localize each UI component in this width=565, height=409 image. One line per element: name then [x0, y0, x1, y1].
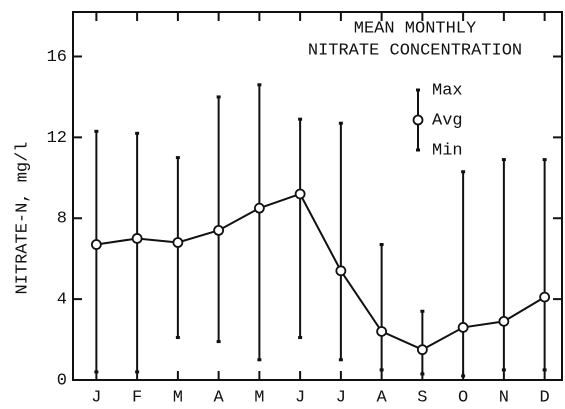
x-tick-label: F: [132, 388, 142, 407]
x-tick-label: S: [417, 388, 427, 407]
chart-title: MEAN MONTHLY: [354, 19, 476, 38]
plot-frame: [72, 11, 563, 381]
avg-point: [457, 322, 469, 333]
x-tick-label: O: [458, 388, 468, 407]
y-axis-label: NITRATE-N, mg/l: [13, 141, 32, 294]
x-tick-label: J: [336, 388, 346, 407]
x-tick-label: A: [377, 388, 388, 407]
avg-point: [376, 326, 388, 337]
legend-label: Avg: [432, 111, 463, 130]
y-tick-label: 8: [57, 210, 67, 229]
y-tick-label: 16: [47, 48, 67, 67]
legend-label: Max: [432, 81, 463, 100]
avg-point: [498, 315, 510, 327]
avg-point: [294, 188, 306, 200]
x-tick-label: N: [499, 388, 509, 407]
y-tick-label: 4: [57, 291, 67, 310]
chart-title: NITRATE CONCENTRATION: [308, 41, 522, 60]
avg-point: [172, 237, 184, 248]
y-tick-label: 12: [47, 129, 67, 148]
avg-point: [335, 265, 347, 277]
x-tick-label: D: [540, 388, 550, 407]
avg-point: [131, 233, 143, 244]
legend-glyph: [412, 114, 424, 126]
avg-point: [416, 344, 428, 356]
avg-point: [539, 291, 551, 303]
x-tick-label: M: [173, 388, 183, 407]
avg-line: [96, 192, 546, 351]
x-tick-label: J: [295, 388, 305, 407]
x-tick-label: A: [214, 388, 225, 407]
avg-point: [213, 224, 225, 236]
y-tick-label: 0: [57, 371, 67, 390]
avg-point: [253, 202, 265, 214]
x-tick-label: M: [254, 388, 264, 407]
avg-point: [90, 239, 102, 250]
x-tick-label: J: [91, 388, 101, 407]
legend-label: Min: [432, 141, 463, 160]
